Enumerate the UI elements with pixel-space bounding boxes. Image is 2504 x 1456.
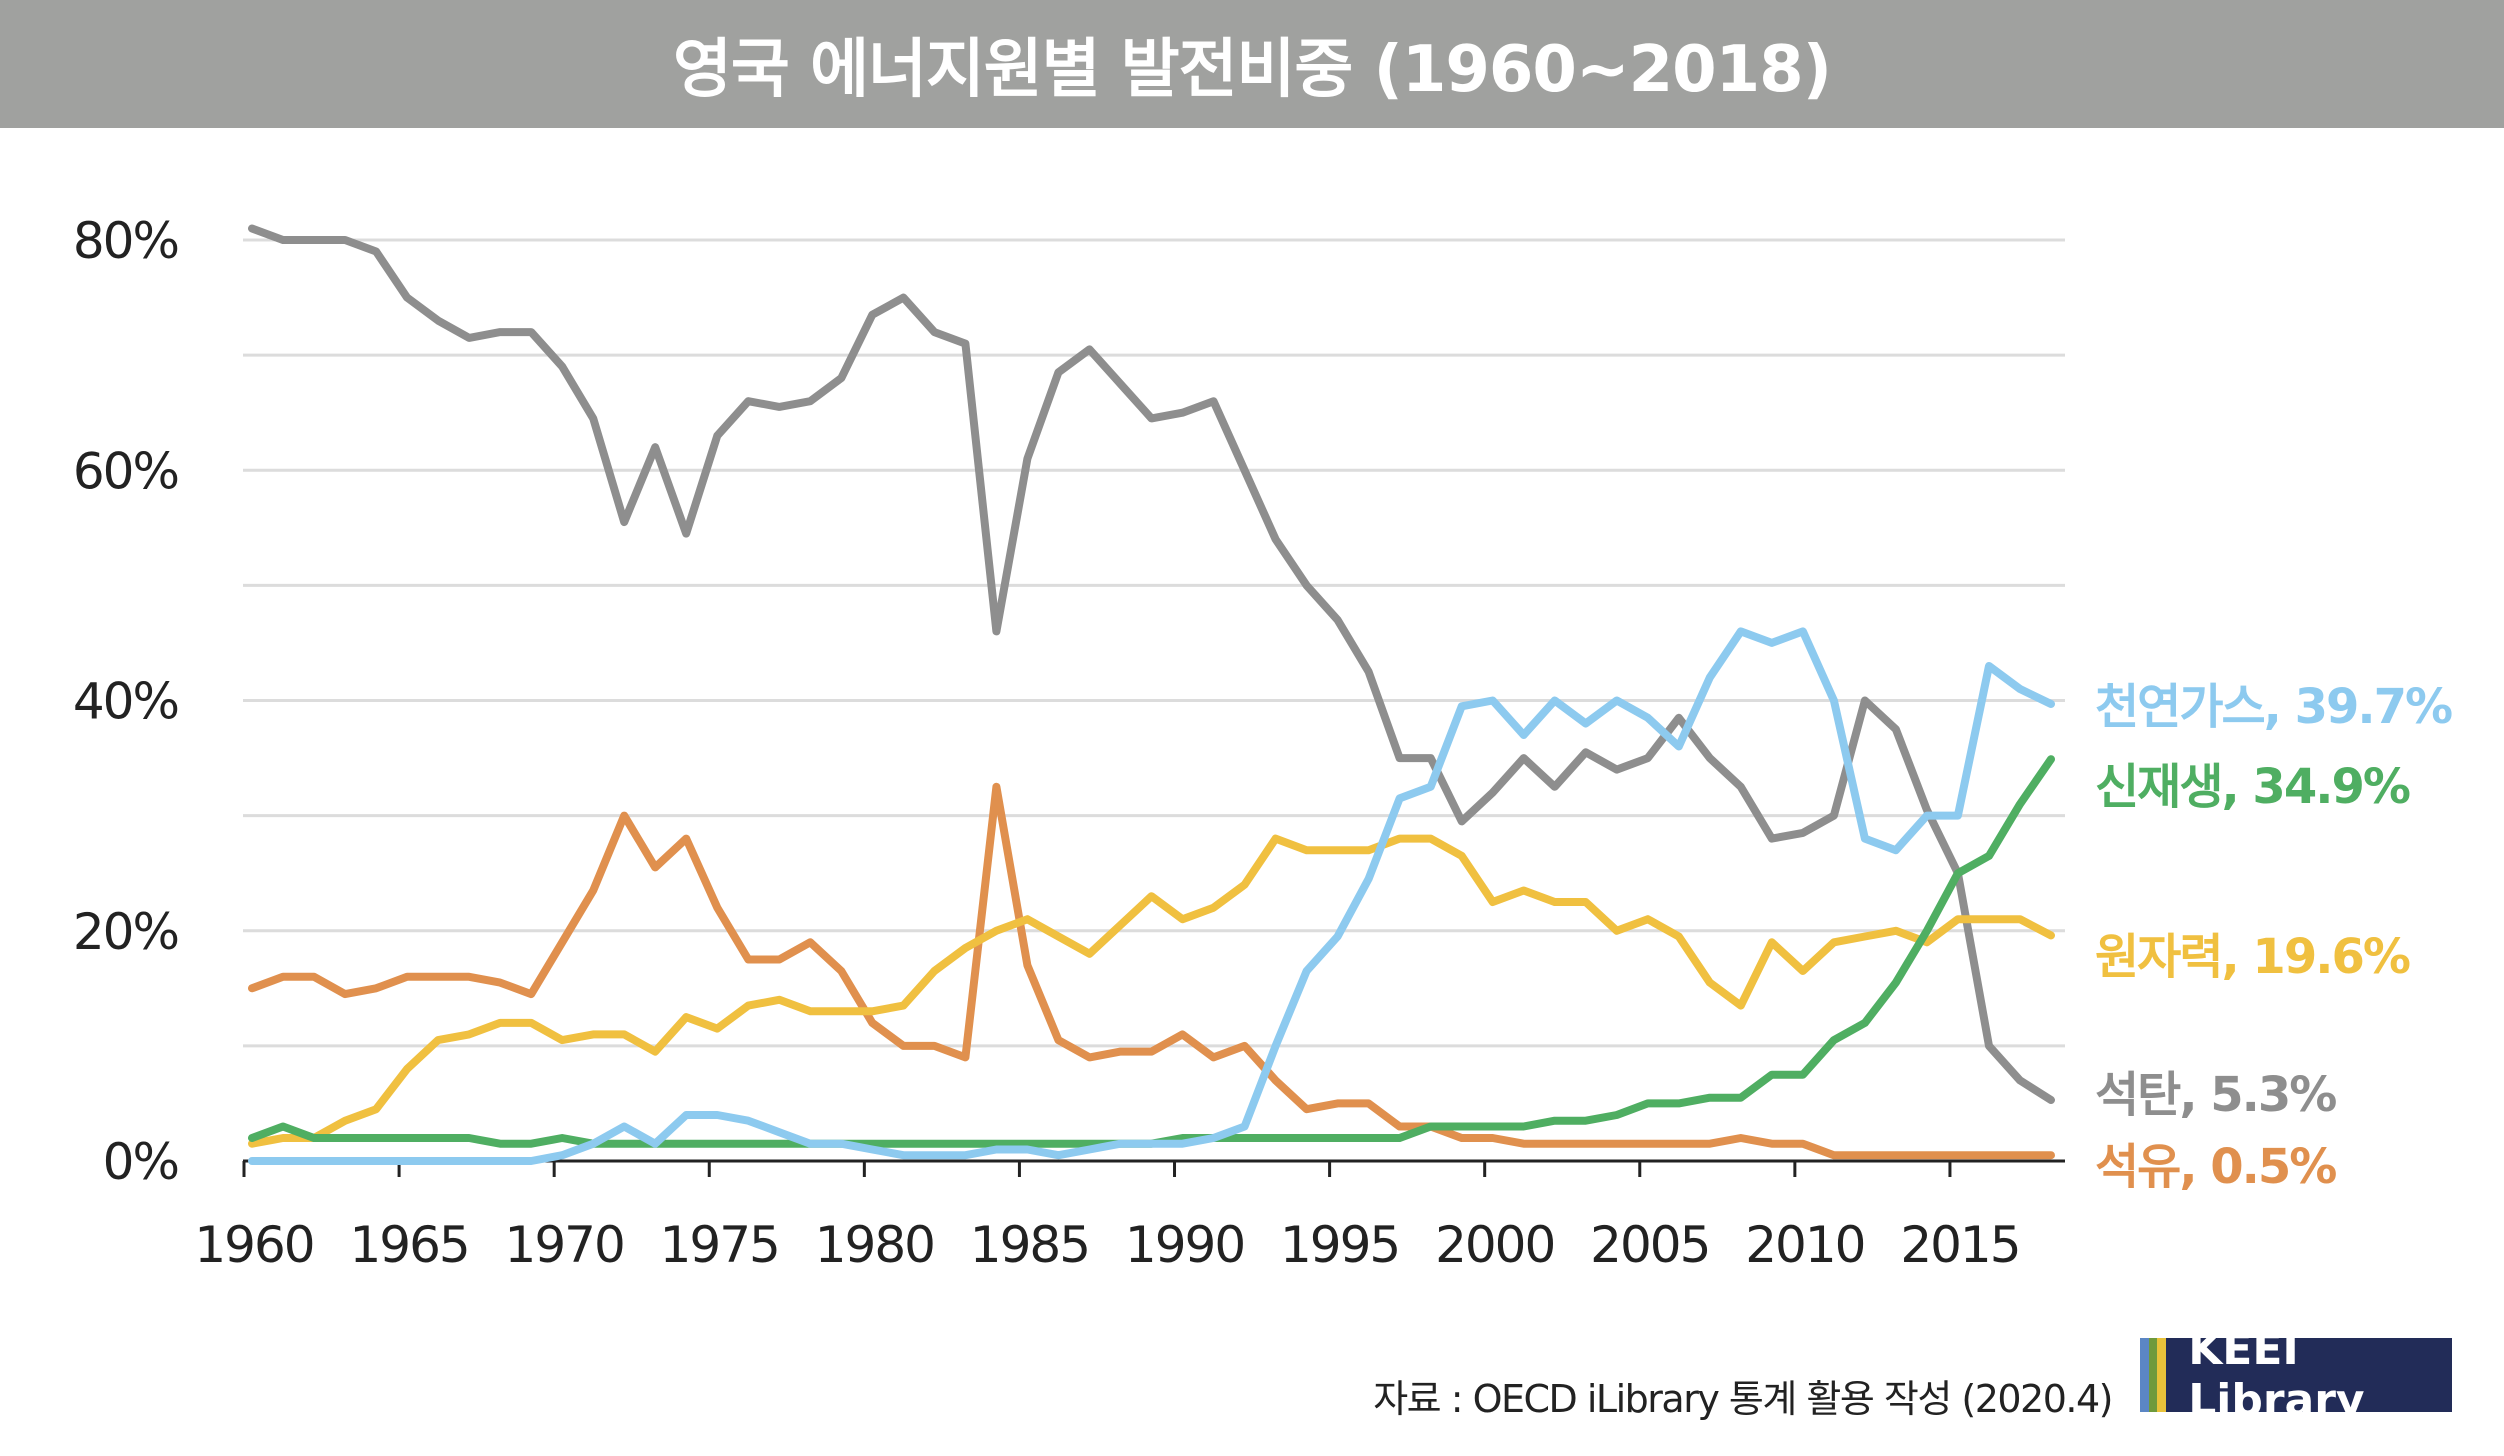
- logo-stripe: [2157, 1338, 2167, 1412]
- x-tick-label: 1975: [660, 1216, 779, 1274]
- source-note: 자료 : OECD iLibrary 통계 활용 작성 (2020.4): [1373, 1377, 2113, 1421]
- series-end-label: 원자력, 19.6%: [2095, 929, 2410, 985]
- logo-stripe: [2148, 1338, 2158, 1412]
- x-tick-label: 1965: [349, 1216, 468, 1274]
- x-tick-label: 2005: [1590, 1216, 1709, 1274]
- title-bar: 영국 에너지원별 발전비중 (1960~2018): [0, 0, 2504, 128]
- series-line-석유: [248, 782, 2055, 1160]
- x-tick-label: 1970: [505, 1216, 624, 1274]
- logo-stripe: [2140, 1338, 2149, 1412]
- x-tick-label: 1995: [1280, 1216, 1399, 1274]
- series-line-천연가스: [248, 627, 2055, 1165]
- x-tick-label: 2000: [1435, 1216, 1554, 1274]
- series-end-label: 석탄, 5.3%: [2095, 1067, 2336, 1123]
- series-end-label: 천연가스, 39.7%: [2095, 679, 2452, 735]
- logo-text: KEEI Library: [2188, 1324, 2365, 1426]
- x-tick-label: 1985: [970, 1216, 1089, 1274]
- chart-title: 영국 에너지원별 발전비중 (1960~2018): [673, 33, 1832, 107]
- y-tick-label: 40%: [73, 673, 178, 731]
- series-end-label: 신재생, 34.9%: [2095, 759, 2410, 815]
- series-line-원자력: [248, 834, 2055, 1148]
- y-tick-label: 80%: [73, 212, 178, 270]
- y-tick-label: 0%: [103, 1133, 178, 1191]
- series-line-석탄: [248, 224, 2055, 1104]
- y-tick-label: 20%: [73, 903, 178, 961]
- x-tick-label: 1960: [194, 1216, 313, 1274]
- x-tick-label: 1990: [1125, 1216, 1244, 1274]
- keei-library-logo: KEEI Library: [2140, 1324, 2452, 1426]
- x-tick-label: 2010: [1745, 1216, 1864, 1274]
- series-end-label: 석유, 0.5%: [2095, 1139, 2336, 1195]
- x-tick-label: 2015: [1900, 1216, 2019, 1274]
- x-tick-label: 1980: [815, 1216, 934, 1274]
- y-tick-label: 60%: [73, 442, 178, 500]
